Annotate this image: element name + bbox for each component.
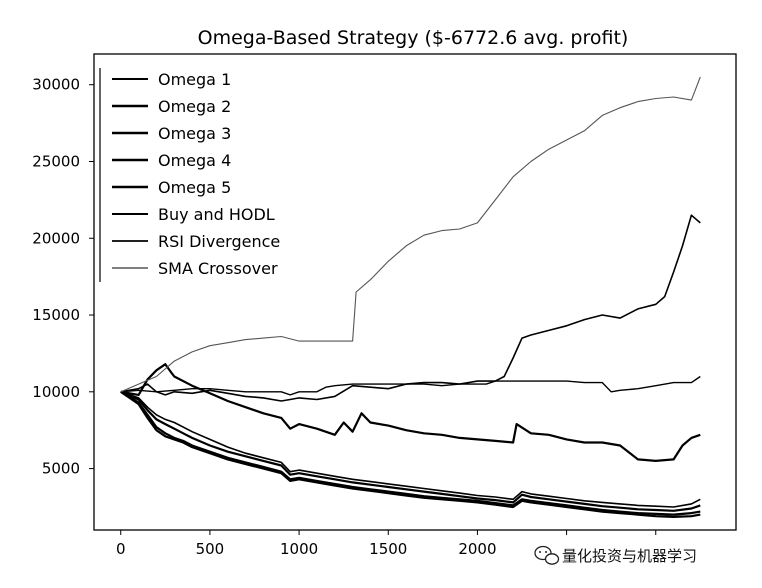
- x-tick-label: 1500: [369, 540, 407, 558]
- y-axis: 5000 10000 15000 20000 25000 30000: [32, 76, 94, 478]
- wechat-icon: [534, 545, 560, 565]
- series-line-omega-2: [120, 390, 701, 512]
- legend-label: SMA Crossover: [158, 259, 278, 278]
- x-tick-label: 1000: [280, 540, 318, 558]
- plot-area: 0 500 1000 1500 2000 5000 10000 15000 20000 2500…: [32, 53, 737, 558]
- watermark: 量化投资与机器学习: [528, 541, 752, 569]
- legend: Omega 1 Omega 2 Omega 3 Omega 4 Omega 5 Buy a…: [99, 68, 280, 282]
- y-tick-label: 15000: [32, 306, 80, 324]
- y-tick-label: 10000: [32, 383, 80, 401]
- series-layer: [120, 76, 701, 519]
- series-line-buy-and-hodl: [120, 214, 701, 402]
- x-axis: 0 500 1000 1500 2000: [116, 530, 657, 558]
- legend-label: Omega 5: [158, 178, 231, 197]
- legend-label: Omega 4: [158, 151, 231, 170]
- watermark-backdrop: [528, 541, 752, 569]
- y-tick-label: 25000: [32, 152, 80, 170]
- axes-frame: [93, 53, 737, 531]
- y-tick-label: 30000: [32, 76, 80, 94]
- legend-label: Omega 2: [158, 97, 231, 116]
- series-line-omega-4: [120, 390, 701, 519]
- legend-label: RSI Divergence: [158, 232, 280, 251]
- x-tick-label: 0: [116, 540, 126, 558]
- series-line-rsi-divergence: [120, 375, 701, 396]
- watermark-label: 量化投资与机器学习: [562, 547, 697, 565]
- series-line-omega-1: [120, 391, 701, 508]
- y-tick-label: 20000: [32, 229, 80, 247]
- series-line-omega-3: [120, 390, 701, 516]
- series-line-sma-crossover: [120, 76, 701, 393]
- chart-title: Omega-Based Strategy ($-6772.6 avg. prof…: [198, 27, 629, 49]
- y-tick-label: 5000: [42, 460, 80, 478]
- x-tick-label: 2000: [458, 540, 496, 558]
- legend-label: Buy and HODL: [158, 205, 275, 224]
- legend-label: Omega 1: [158, 70, 231, 89]
- legend-label: Omega 3: [158, 124, 231, 143]
- series-line-omega-5: [120, 363, 701, 462]
- x-tick-label: 500: [196, 540, 225, 558]
